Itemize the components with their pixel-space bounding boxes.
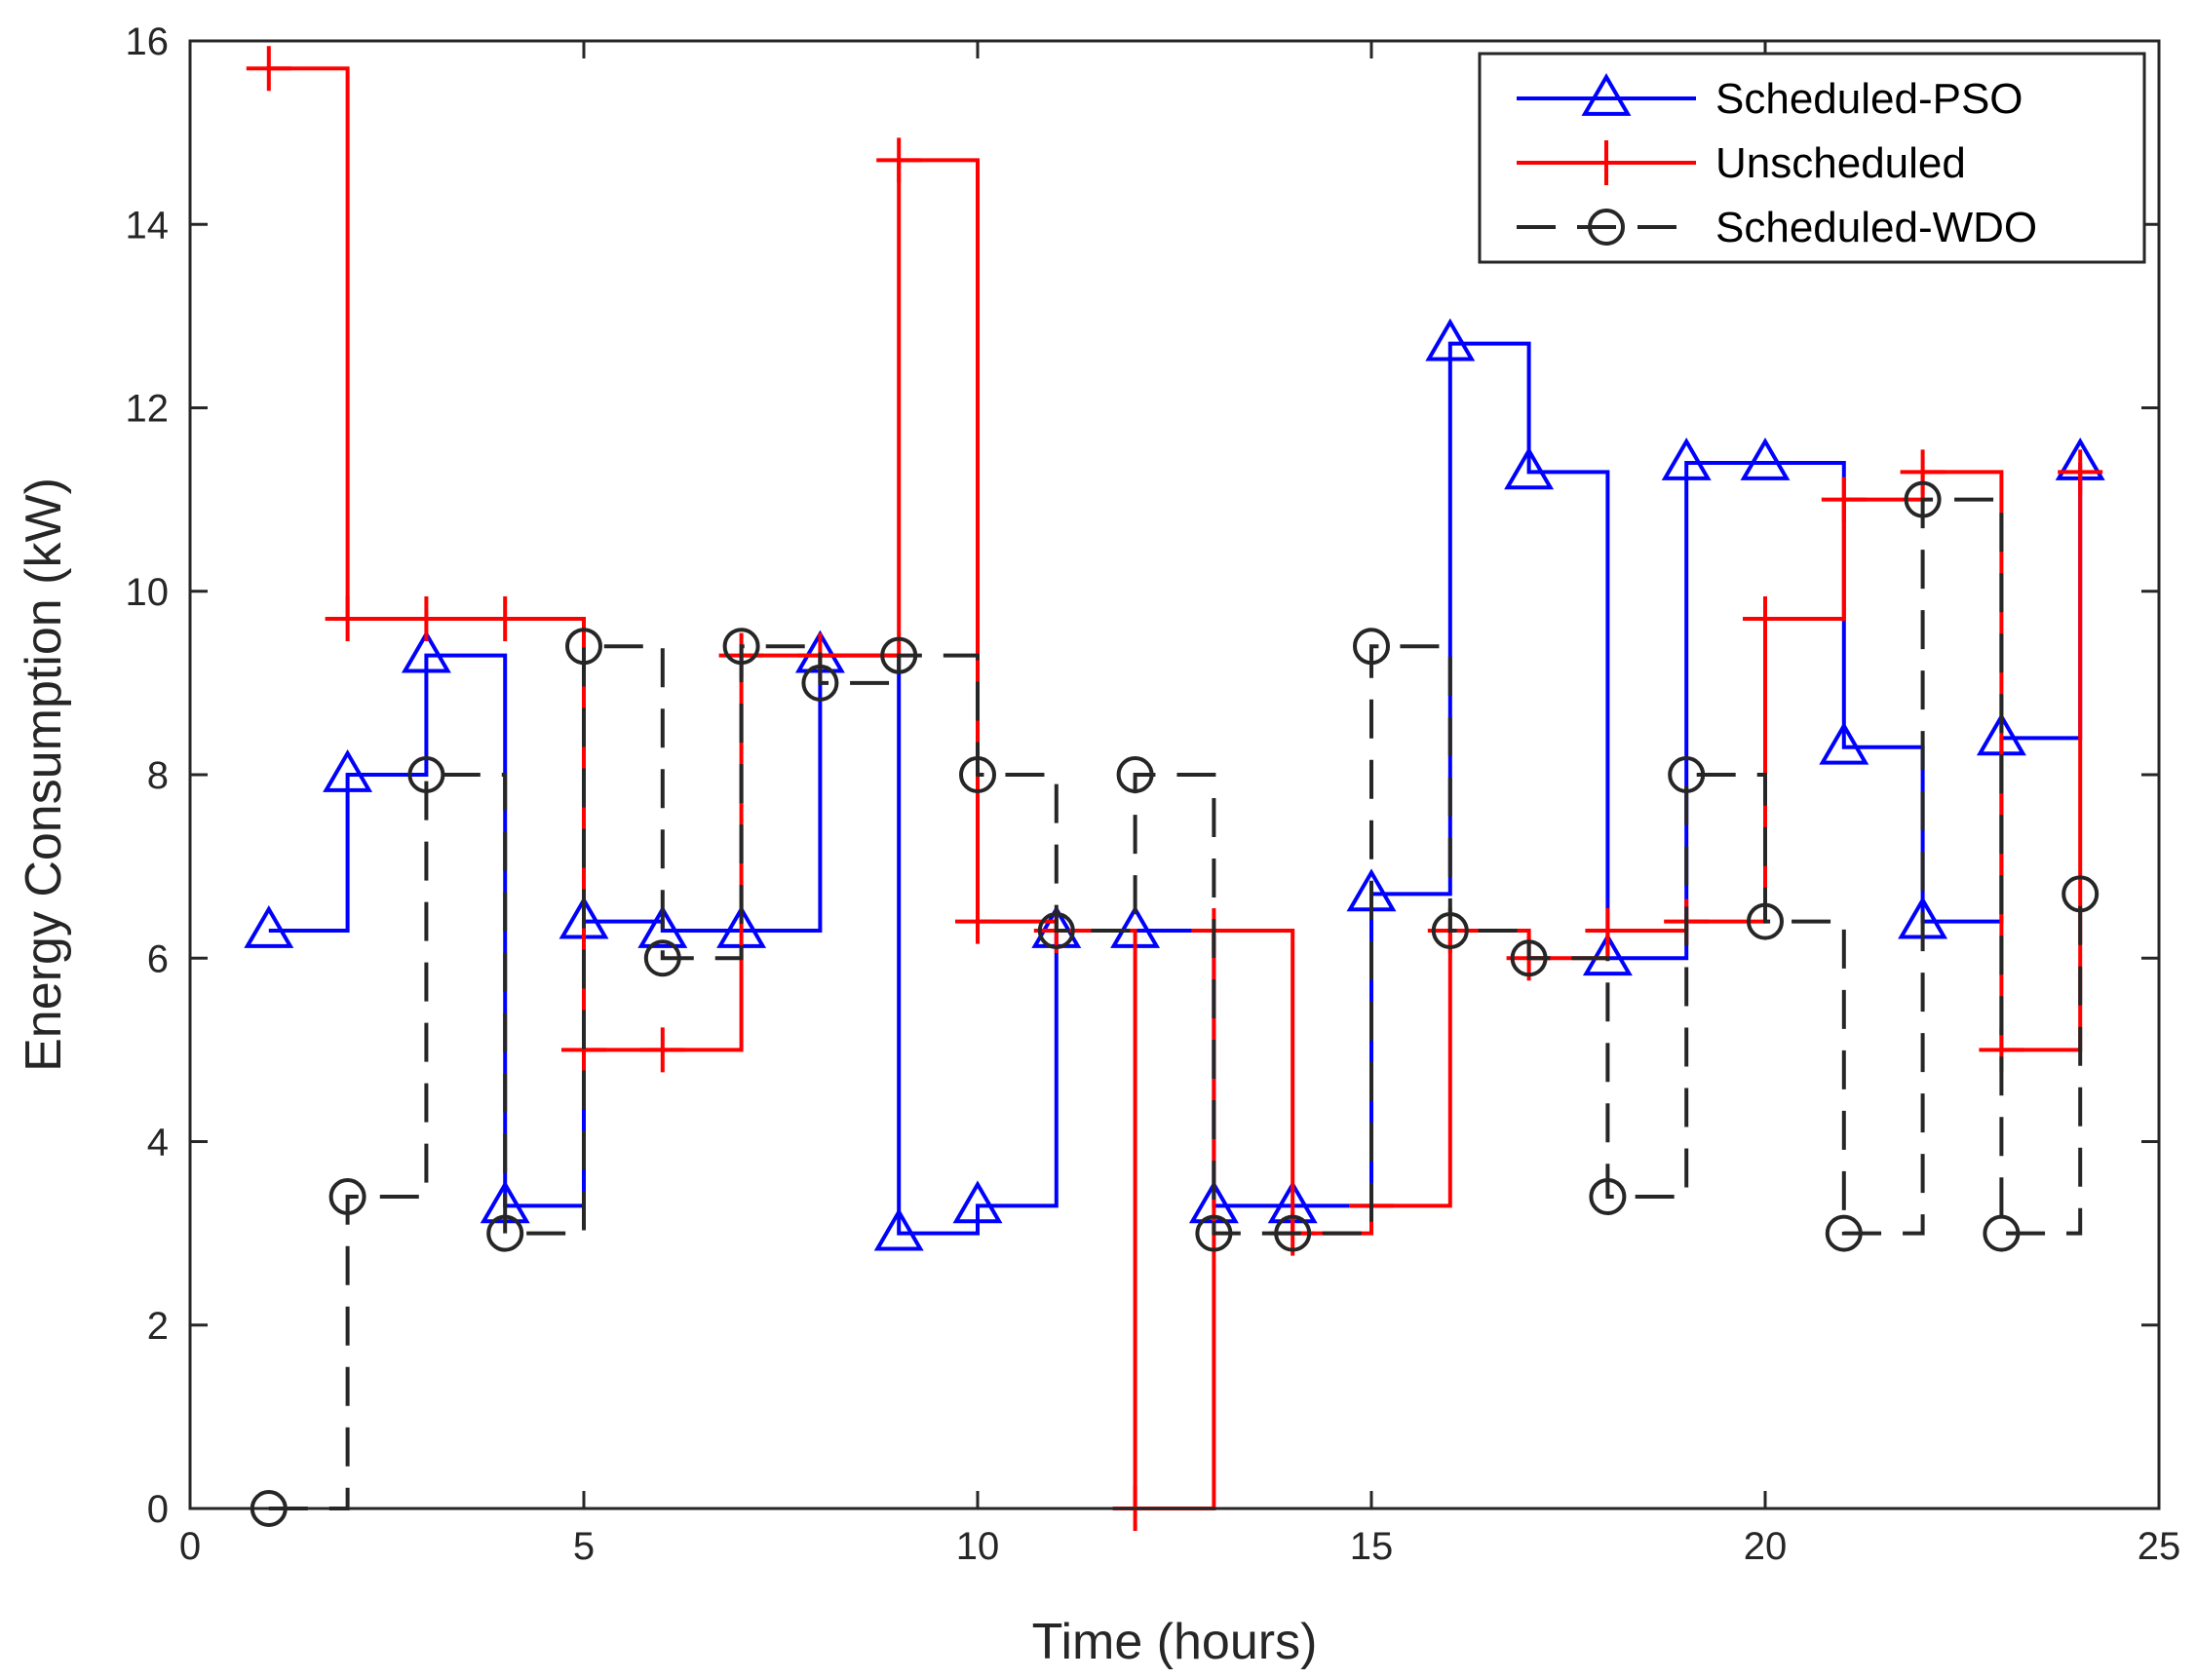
point-scheduled-wdo-7 xyxy=(722,628,760,666)
point-scheduled-wdo-3 xyxy=(407,756,445,793)
point-scheduled-wdo-24 xyxy=(2061,875,2100,913)
x-tick-label-15: 15 xyxy=(1350,1525,1394,1568)
series-line-scheduled-wdo xyxy=(268,497,2083,1510)
point-scheduled-wdo-6 xyxy=(643,939,681,977)
x-tick-label-0: 0 xyxy=(179,1525,201,1568)
legend-label-unscheduled: Unscheduled xyxy=(1715,139,1966,187)
point-scheduled-pso-6 xyxy=(637,905,688,948)
y-tick-label-2: 2 xyxy=(147,1305,169,1348)
point-scheduled-pso-21 xyxy=(1819,721,1869,765)
point-scheduled-wdo-16 xyxy=(1431,912,1469,950)
point-scheduled-pso-3 xyxy=(401,630,451,673)
legend-entry-scheduled-wdo: Scheduled-WDO xyxy=(1517,204,2037,251)
point-scheduled-pso-18 xyxy=(1582,933,1633,976)
axes-layer: 0 5 10 15 20 25 0 2 4 6 8 10 12 14 16 xyxy=(126,20,2181,1568)
point-scheduled-wdo-5 xyxy=(565,628,602,666)
point-unscheduled-4 xyxy=(482,595,528,641)
point-unscheduled-22 xyxy=(1900,449,1946,495)
y-tick-label-0: 0 xyxy=(147,1488,169,1531)
legend-label-scheduled-pso: Scheduled-PSO xyxy=(1715,75,2023,123)
point-scheduled-wdo-11 xyxy=(1037,912,1075,950)
point-scheduled-pso-2 xyxy=(323,749,373,792)
point-scheduled-pso-17 xyxy=(1504,446,1555,490)
point-scheduled-pso-16 xyxy=(1425,318,1476,362)
y-tick-label-4: 4 xyxy=(147,1122,169,1165)
legend-entry-unscheduled: Unscheduled xyxy=(1517,139,1966,187)
x-tick-label-25: 25 xyxy=(2138,1525,2181,1568)
point-scheduled-pso-19 xyxy=(1661,437,1712,480)
point-unscheduled-24 xyxy=(2058,449,2103,495)
point-scheduled-wdo-4 xyxy=(486,1214,524,1252)
point-unscheduled-3 xyxy=(404,595,449,641)
point-scheduled-wdo-19 xyxy=(1668,756,1706,793)
point-scheduled-wdo-22 xyxy=(1904,480,1942,518)
y-tick-label-6: 6 xyxy=(147,937,169,980)
y-tick-label-10: 10 xyxy=(126,571,170,614)
point-unscheduled-18 xyxy=(1585,908,1631,954)
x-tick-label-10: 10 xyxy=(956,1525,1000,1568)
point-scheduled-pso-1 xyxy=(244,905,294,948)
series-layer xyxy=(244,46,2105,1531)
point-unscheduled-20 xyxy=(1743,595,1788,641)
y-axis-label: Energy Consumption (kW) xyxy=(16,477,72,1072)
point-unscheduled-1 xyxy=(246,46,291,92)
point-scheduled-pso-10 xyxy=(952,1180,1003,1224)
y-tick-label-12: 12 xyxy=(126,388,170,431)
point-scheduled-wdo-12 xyxy=(1116,756,1154,793)
series-scheduled-wdo xyxy=(250,480,2100,1527)
y-tick-label-8: 8 xyxy=(147,754,169,797)
legend-entry-scheduled-pso: Scheduled-PSO xyxy=(1517,73,2023,123)
point-scheduled-wdo-18 xyxy=(1589,1177,1627,1215)
legend: Scheduled-PSO Unscheduled Scheduled-WDO xyxy=(1478,52,2146,264)
legend-marker-scheduled-wdo xyxy=(1588,209,1625,246)
legend-marker-scheduled-pso xyxy=(1581,73,1632,116)
point-scheduled-wdo-2 xyxy=(328,1177,366,1215)
point-scheduled-wdo-10 xyxy=(959,756,996,793)
point-scheduled-pso-9 xyxy=(873,1207,924,1251)
point-scheduled-wdo-9 xyxy=(880,636,918,674)
point-unscheduled-6 xyxy=(639,1027,685,1073)
point-scheduled-wdo-21 xyxy=(1825,1214,1863,1252)
point-unscheduled-21 xyxy=(1821,477,1867,522)
x-tick-label-20: 20 xyxy=(1744,1525,1788,1568)
point-scheduled-wdo-23 xyxy=(1983,1214,2021,1252)
point-unscheduled-9 xyxy=(876,137,922,183)
point-scheduled-wdo-15 xyxy=(1353,628,1390,666)
legend-label-scheduled-wdo: Scheduled-WDO xyxy=(1715,204,2037,251)
x-tick-label-5: 5 xyxy=(573,1525,595,1568)
x-axis-label: Time (hours) xyxy=(1032,1614,1318,1670)
point-unscheduled-10 xyxy=(955,898,1000,944)
point-scheduled-wdo-14 xyxy=(1274,1214,1312,1252)
y-tick-label-14: 14 xyxy=(126,204,170,247)
point-scheduled-wdo-17 xyxy=(1510,939,1548,977)
point-unscheduled-2 xyxy=(325,595,370,641)
legend-marker-unscheduled xyxy=(1584,140,1629,185)
y-tick-label-16: 16 xyxy=(126,20,170,63)
point-scheduled-wdo-8 xyxy=(801,664,839,702)
point-scheduled-pso-20 xyxy=(1740,437,1791,480)
point-scheduled-wdo-13 xyxy=(1195,1214,1233,1252)
point-scheduled-wdo-20 xyxy=(1747,902,1784,940)
